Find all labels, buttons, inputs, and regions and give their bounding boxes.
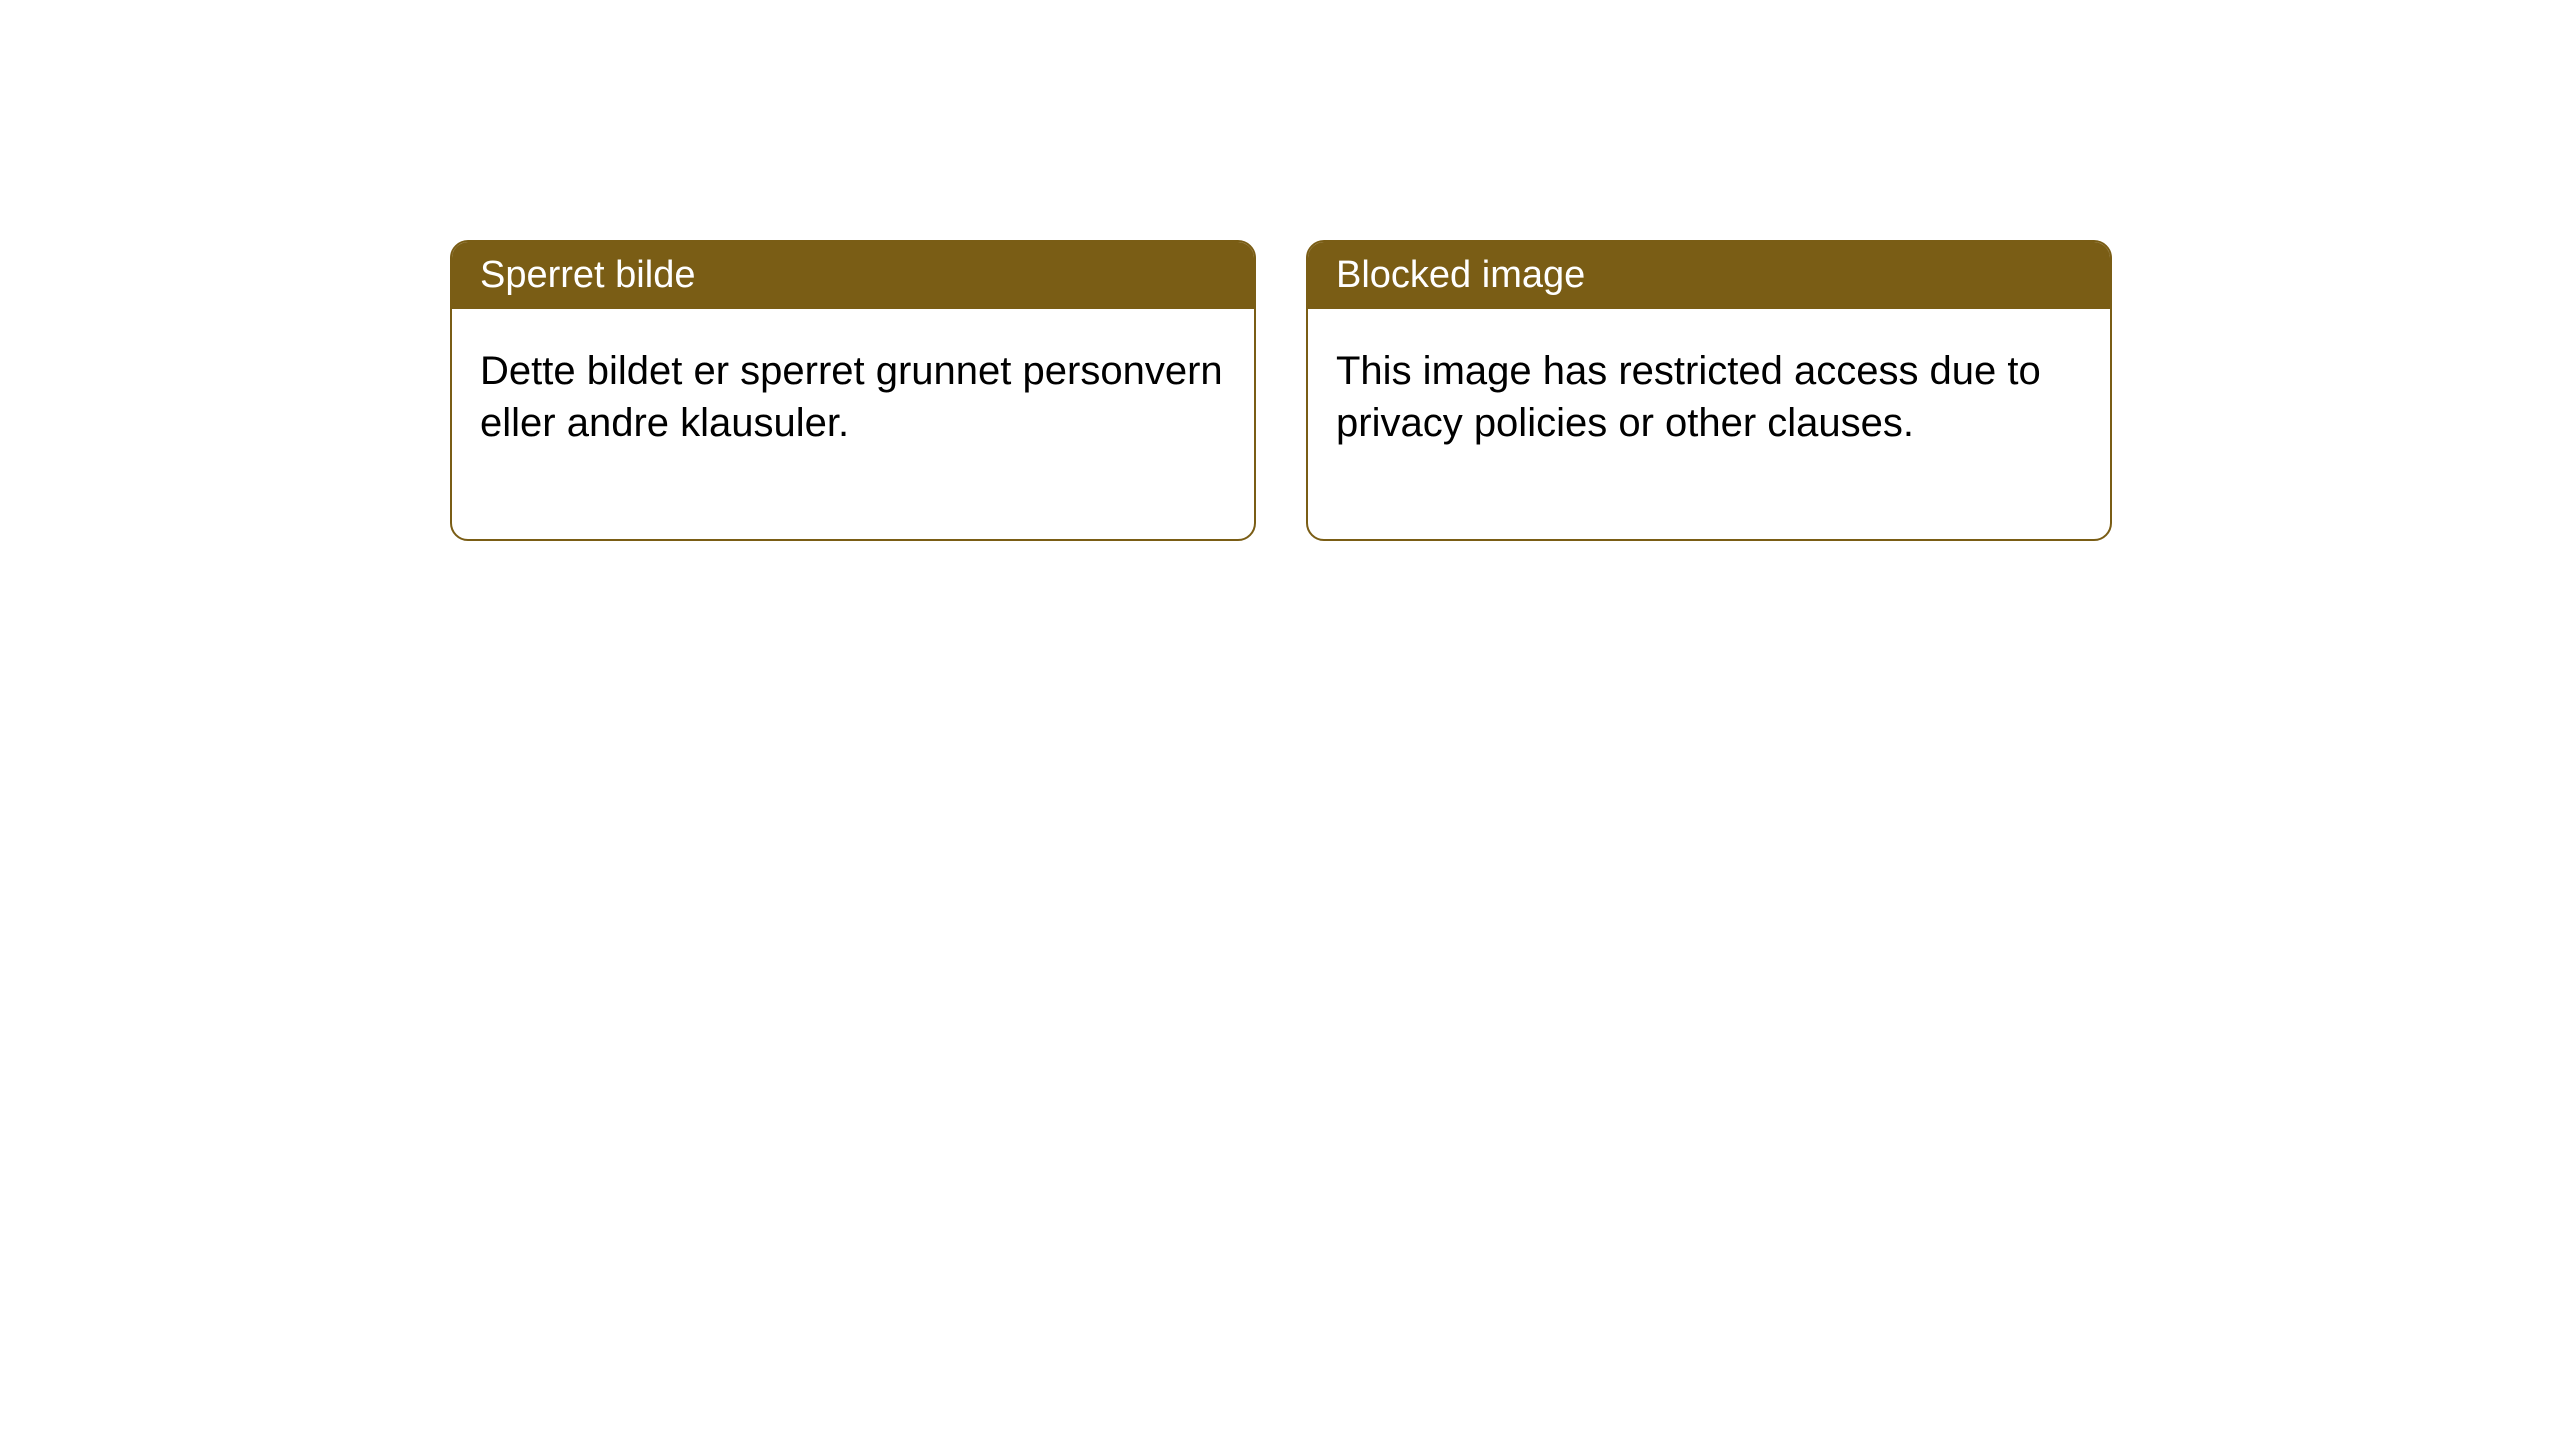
card-body-text: Dette bildet er sperret grunnet personve… bbox=[480, 349, 1223, 445]
card-header: Blocked image bbox=[1308, 242, 2110, 309]
card-title: Blocked image bbox=[1336, 254, 1585, 296]
blocked-image-card-no: Sperret bilde Dette bildet er sperret gr… bbox=[450, 240, 1256, 541]
card-header: Sperret bilde bbox=[452, 242, 1254, 309]
card-body-text: This image has restricted access due to … bbox=[1336, 349, 2041, 445]
card-body: This image has restricted access due to … bbox=[1308, 309, 2110, 539]
blocked-image-card-en: Blocked image This image has restricted … bbox=[1306, 240, 2112, 541]
card-title: Sperret bilde bbox=[480, 254, 695, 296]
cards-container: Sperret bilde Dette bildet er sperret gr… bbox=[0, 0, 2560, 541]
card-body: Dette bildet er sperret grunnet personve… bbox=[452, 309, 1254, 539]
